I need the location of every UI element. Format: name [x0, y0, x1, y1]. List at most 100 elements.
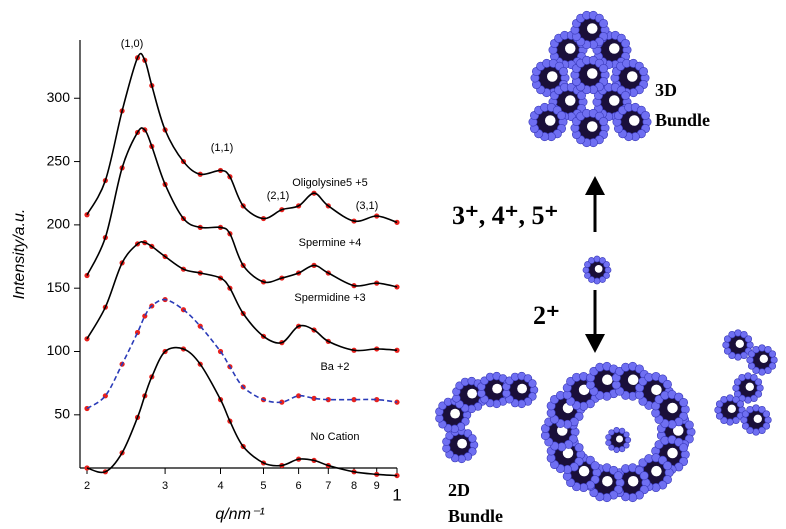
sphere	[590, 461, 600, 471]
sphere	[741, 410, 750, 418]
sphere	[584, 261, 591, 268]
tube-hole	[651, 465, 662, 477]
sphere	[740, 351, 748, 360]
tube-hole	[457, 438, 467, 449]
sphere	[639, 66, 649, 76]
sphere	[603, 261, 610, 268]
sphere	[593, 255, 601, 263]
tube-hole	[727, 404, 736, 413]
sphere	[715, 400, 724, 408]
sphere	[746, 426, 754, 435]
sphere	[758, 405, 766, 414]
y-tick-label: 100	[47, 342, 71, 358]
tube-hole	[467, 388, 477, 399]
sphere	[613, 471, 623, 481]
sphere	[604, 266, 612, 274]
bundle-2d-label: 2D	[448, 480, 470, 500]
sphere	[720, 395, 728, 404]
sphere	[764, 345, 772, 354]
fit-line	[86, 298, 398, 410]
sphere	[723, 335, 732, 343]
data-point	[311, 395, 317, 401]
sphere	[764, 366, 772, 375]
sphere	[624, 436, 632, 444]
sphere	[722, 341, 730, 349]
sphere	[738, 373, 746, 382]
tube-hole	[602, 475, 613, 487]
sphere	[732, 395, 740, 404]
x-tick-label: 3	[162, 480, 168, 492]
sphere	[726, 418, 734, 426]
sphere	[619, 445, 626, 453]
series-label: Spermine +4	[299, 237, 362, 249]
tube-hole	[587, 121, 598, 132]
sphere	[744, 335, 753, 343]
series-label: No Cation	[311, 431, 360, 443]
tube-hole	[587, 68, 598, 79]
sphere	[599, 257, 606, 264]
data-point	[279, 399, 285, 405]
sphere	[623, 431, 630, 438]
sphere	[754, 390, 763, 398]
sphere	[684, 420, 694, 430]
sphere	[747, 350, 756, 358]
peak-label: (3,1)	[356, 200, 379, 212]
data-point	[374, 397, 380, 403]
bundle-3d-label: Bundle	[655, 110, 710, 130]
sphere	[588, 276, 595, 283]
fit-line	[86, 52, 398, 224]
peak-label: (1,0)	[121, 38, 144, 50]
sphere	[732, 416, 740, 425]
sphere	[621, 90, 631, 100]
tube-hole	[629, 115, 640, 126]
sphere	[662, 379, 672, 389]
sphere	[758, 426, 766, 435]
sphere	[768, 362, 777, 370]
x-tick-label: 6	[296, 480, 302, 492]
sphere	[599, 116, 609, 126]
sphere	[726, 394, 734, 402]
tube-hole	[565, 95, 576, 106]
sphere	[714, 406, 722, 414]
x-tick-label: 8	[351, 480, 357, 492]
sphere	[741, 422, 750, 430]
sphere	[599, 18, 609, 28]
sphere	[559, 66, 569, 76]
sphere	[623, 442, 630, 449]
sphere	[734, 353, 742, 361]
y-tick-label: 150	[47, 279, 71, 295]
sphere	[603, 272, 610, 279]
tube-hole	[492, 383, 502, 394]
sphere	[641, 110, 651, 120]
sphere	[723, 347, 732, 355]
sphere	[754, 378, 763, 386]
tube-hole	[759, 354, 768, 363]
sphere	[574, 443, 584, 453]
series-label: Spermidine +3	[294, 292, 365, 304]
sphere	[747, 362, 756, 370]
data-point	[351, 397, 357, 403]
sphere	[613, 427, 620, 434]
sphere	[758, 344, 766, 352]
sphere	[752, 428, 760, 436]
tube-hole	[627, 475, 639, 487]
x-axis-label: q/nm⁻¹	[215, 506, 264, 523]
sphere	[584, 272, 591, 279]
sphere	[744, 396, 752, 404]
y-tick-label: 250	[47, 152, 71, 168]
tube-hole	[616, 435, 623, 443]
x-tick-label: 4	[217, 480, 223, 492]
sphere	[613, 446, 620, 453]
sphere	[728, 330, 736, 339]
tube-hole	[547, 71, 558, 82]
y-tick-label: 50	[54, 406, 70, 422]
tube-hole	[545, 115, 556, 126]
sphere	[740, 330, 748, 339]
sphere	[599, 276, 606, 283]
fit-line	[86, 346, 398, 477]
sphere	[468, 434, 477, 443]
series-label: Ba +2	[320, 361, 349, 373]
sphere	[770, 356, 778, 364]
sphere	[750, 373, 758, 382]
